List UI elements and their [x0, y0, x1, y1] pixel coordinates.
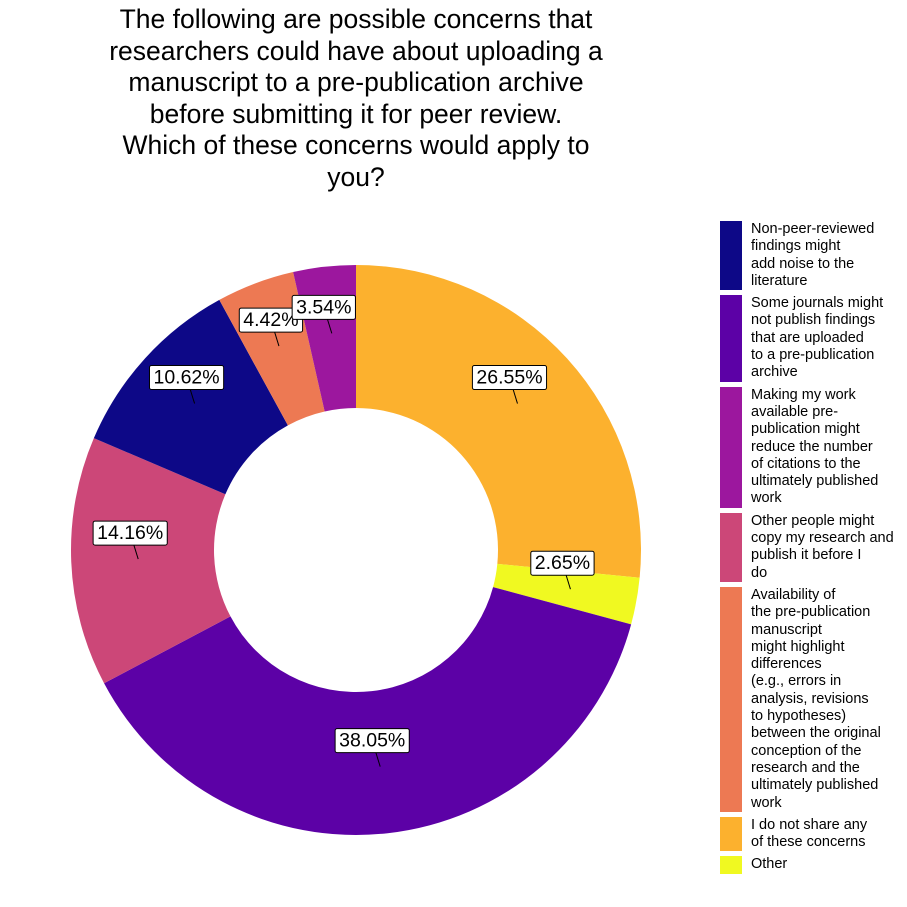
- legend-label-line: to hypotheses): [751, 708, 847, 725]
- legend-label: Non-peer-reviewed findings might add noise…: [751, 221, 907, 290]
- legend-label-line: add noise to the: [751, 255, 855, 272]
- legend-label-line: analysis, revisions: [751, 690, 869, 707]
- donut-slice: [71, 438, 231, 684]
- legend-label-line: work: [751, 490, 782, 507]
- legend-label: Other: [751, 856, 907, 873]
- slice-data-label: 2.65%: [530, 550, 595, 576]
- donut-slice: [93, 299, 288, 495]
- slice-label-text: 10.62%: [153, 366, 219, 388]
- label-box: [238, 307, 304, 333]
- legend-label-line: that are uploaded: [751, 329, 864, 346]
- slice-label-text: 38.05%: [339, 730, 405, 752]
- legend-label-line: (e.g., errors in: [751, 673, 842, 690]
- legend-item: Some journals might not publish findings t…: [720, 295, 907, 382]
- chart-title-line: you?: [327, 161, 385, 192]
- donut-slice: [493, 563, 640, 625]
- legend-item: Non-peer-reviewed findings might add noise…: [720, 221, 907, 291]
- legend-label-line: Other: [751, 856, 788, 873]
- legend-label-line: not publish findings: [751, 312, 876, 329]
- legend-label-line: Availability of: [751, 586, 836, 603]
- legend-label: Some journals might not publish findings t…: [751, 295, 907, 381]
- legend-label-line: publication might: [751, 421, 860, 438]
- legend-label-line: differences: [751, 656, 822, 673]
- slice-label-text: 3.54%: [296, 296, 351, 318]
- legend-label-line: conception of the: [751, 742, 862, 759]
- legend-label: Availability of the pre-publication manusc…: [751, 587, 907, 812]
- slice-data-label: 3.54%: [291, 294, 356, 320]
- legend: Non-peer-reviewed findings might add noise…: [720, 221, 907, 879]
- slice-label-text: 26.55%: [476, 367, 542, 389]
- legend-label-line: research and the: [751, 759, 860, 776]
- donut-slice: [356, 265, 642, 578]
- legend-swatch: [720, 512, 742, 582]
- label-box: [148, 364, 225, 390]
- donut-chart: 26.55% 2.65% 38.05% 14.16% 10.62% 4.42%3.54%: [71, 265, 642, 836]
- legend-label-line: might highlight: [751, 638, 845, 655]
- slice-data-label: 14.16%: [92, 520, 168, 546]
- legend-label: Making my work available pre-publication …: [751, 387, 907, 508]
- legend-label-line: available pre-: [751, 403, 839, 420]
- legend-label-line: publish it before I: [751, 547, 862, 564]
- slice-data-label: 26.55%: [471, 365, 548, 391]
- legend-label-line: of these concerns: [751, 834, 866, 851]
- legend-label-line: ultimately published: [751, 777, 879, 794]
- legend-item: I do not share any of these concerns: [720, 816, 907, 852]
- label-box: [530, 550, 595, 576]
- legend-swatch: [720, 816, 742, 852]
- slice-label-text: 14.16%: [97, 522, 163, 544]
- legend-item: Availability of the pre-publication manusc…: [720, 586, 907, 812]
- legend-item: Making my work available pre-publication …: [720, 386, 907, 508]
- legend-label-line: I do not share any: [751, 816, 868, 833]
- label-box: [92, 520, 168, 546]
- donut-slice: [104, 587, 632, 836]
- legend-swatch: [720, 386, 742, 508]
- legend-label-line: reduce the number: [751, 438, 873, 455]
- slice-data-label: 4.42%: [238, 307, 304, 333]
- legend-label-line: archive: [751, 364, 798, 381]
- legend-label-line: to a pre-publication: [751, 347, 875, 364]
- legend-label-line: the pre-publication: [751, 604, 871, 621]
- label-box: [471, 365, 548, 391]
- legend-swatch: [720, 856, 742, 874]
- chart-title: The following are possible concerns that…: [40, 4, 672, 193]
- legend-label: I do not share any of these concerns: [751, 817, 907, 852]
- chart-title-line: Which of these concerns would apply to: [122, 130, 590, 160]
- slice-data-label: 10.62%: [148, 364, 225, 390]
- chart-title-line: before submitting it for peer review.: [149, 98, 563, 129]
- legend-label-line: Some journals might: [751, 295, 884, 312]
- legend-label-line: work: [751, 794, 782, 811]
- legend-label-line: copy my research and: [751, 530, 894, 547]
- legend-swatch: [720, 586, 742, 812]
- legend-label-line: Non-peer-reviewed: [751, 221, 875, 237]
- label-box: [291, 294, 356, 320]
- legend-swatch: [720, 295, 742, 382]
- legend-label-line: do: [751, 564, 768, 581]
- slice-label-text: 4.42%: [243, 309, 298, 331]
- legend-item: Other: [720, 856, 907, 874]
- legend-label-line: findings might: [751, 238, 841, 255]
- chart-title-line: The following are possible concerns that: [119, 4, 593, 34]
- label-box: [334, 728, 410, 754]
- legend-label-line: Making my work: [751, 386, 856, 403]
- legend-label: Other people might copy my research and pu…: [751, 513, 907, 582]
- legend-label-line: ultimately published: [751, 473, 879, 490]
- chart-title-line: manuscript to a pre-publication archive: [128, 67, 584, 97]
- legend-label-line: between the original: [751, 725, 881, 742]
- legend-item: Other people might copy my research and pu…: [720, 512, 907, 582]
- chart-title-line: researchers could have about uploading a: [109, 35, 603, 66]
- legend-label-line: of citations to the: [751, 455, 861, 472]
- slice-data-label: 38.05%: [334, 728, 410, 754]
- legend-label-line: literature: [751, 272, 808, 289]
- legend-label-line: manuscript: [751, 621, 822, 638]
- slice-label-text: 2.65%: [535, 552, 590, 574]
- legend-label-line: Other people might: [751, 512, 875, 529]
- legend-swatch: [720, 221, 742, 291]
